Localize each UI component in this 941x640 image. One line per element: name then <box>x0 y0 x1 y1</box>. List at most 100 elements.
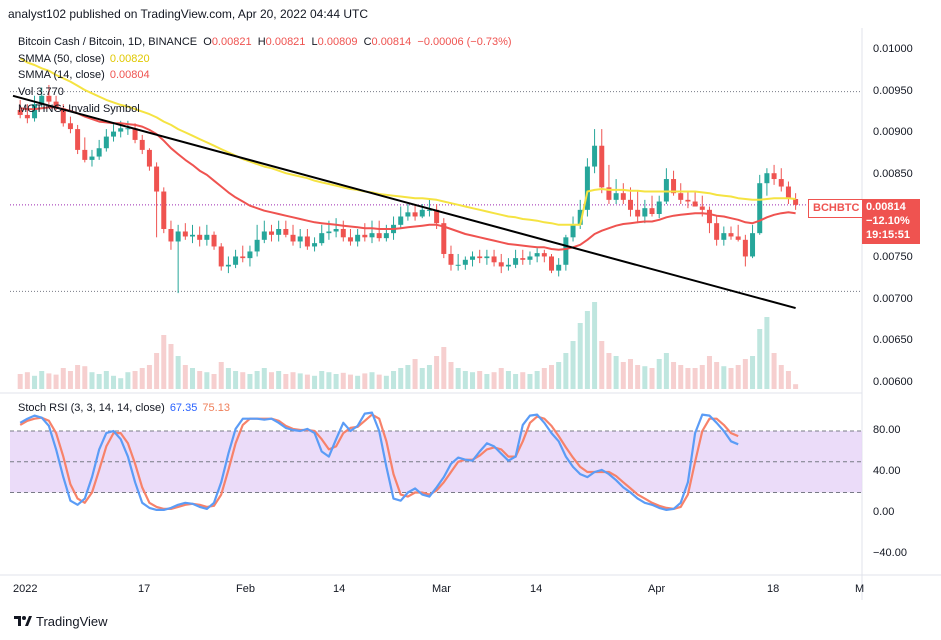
volume-bar <box>24 372 30 389</box>
candle-body <box>118 128 124 132</box>
volume-bar <box>290 372 296 389</box>
volume-bar <box>714 362 720 389</box>
candle-body <box>225 264 231 267</box>
candle-body <box>706 209 712 224</box>
candle-body <box>383 233 389 239</box>
stoch-k-value: 67.35 <box>169 402 198 414</box>
volume-bar <box>448 362 454 389</box>
candle-body <box>89 156 95 160</box>
candle-body <box>721 233 727 240</box>
date-axis-tick: Feb <box>236 583 255 595</box>
date-axis-tick: 2022 <box>13 583 38 595</box>
volume-bar <box>139 368 145 389</box>
smma50-legend: SMMA (50, close) 0.00820 <box>18 53 150 65</box>
candle-body <box>139 139 145 150</box>
candle-body <box>750 233 756 257</box>
volume-bar <box>146 365 152 389</box>
candle-body <box>778 179 784 187</box>
vol-legend: Vol 3.770 <box>18 86 64 98</box>
volume-bar <box>154 353 160 389</box>
price-axis-tick: 0.01000 <box>873 43 913 55</box>
smma14-line <box>20 106 796 251</box>
volume-bar <box>96 374 102 389</box>
volume-bar <box>111 375 117 389</box>
volume-bar <box>642 366 648 389</box>
volume-bar <box>764 317 770 389</box>
candle-body <box>161 191 167 229</box>
candle-body <box>470 256 476 260</box>
date-axis-tick: Mar <box>432 583 451 595</box>
candle-body <box>735 236 741 240</box>
candle-body <box>53 101 59 109</box>
stoch-d-line <box>19 413 739 510</box>
candle-body <box>584 166 590 210</box>
close-label: C <box>363 36 372 48</box>
candle-body <box>592 145 598 167</box>
candle-body <box>369 233 375 238</box>
smma50-value: 0.00820 <box>109 53 150 65</box>
footer-brand[interactable]: TradingView <box>14 614 108 629</box>
candle-body <box>549 256 554 271</box>
date-axis-tick: Apr <box>648 583 666 595</box>
volume-bar <box>197 371 203 389</box>
volume-bar <box>742 359 748 389</box>
volume-bar <box>419 368 425 389</box>
price-axis-tick: 0.00650 <box>873 334 913 347</box>
volume-bar <box>527 374 533 389</box>
volume-bar <box>32 375 38 389</box>
volume-bar <box>728 368 734 389</box>
candle-body <box>290 234 296 242</box>
price-axis-tick: 0.00600 <box>873 376 913 388</box>
candle-body <box>24 114 30 119</box>
volume-bar <box>283 374 289 389</box>
volume-bar <box>297 373 303 389</box>
price-axis-tick: 0.00850 <box>873 167 913 180</box>
open-value: 0.00821 <box>211 36 252 48</box>
candle-body <box>491 256 497 263</box>
volume-bar <box>67 371 73 389</box>
candle-body <box>297 236 303 242</box>
candle-body <box>785 186 791 200</box>
volume-bar <box>757 329 763 389</box>
volume-bar <box>556 362 562 389</box>
candle-body <box>190 234 195 237</box>
high-value: 0.00821 <box>265 36 306 48</box>
candle-body <box>685 199 691 202</box>
candle-body <box>304 236 310 247</box>
volume-bar <box>218 362 224 389</box>
candle-body <box>261 231 267 240</box>
volume-bar <box>75 365 81 389</box>
candle-body <box>642 208 648 217</box>
volume-bar <box>534 371 540 389</box>
volume-bar <box>498 368 504 389</box>
date-axis-tick: 14 <box>333 583 346 595</box>
candle-body <box>204 234 210 240</box>
smma50-line <box>19 57 796 226</box>
volume-bar <box>276 371 282 389</box>
volume-bar <box>46 373 52 389</box>
candle-body <box>82 149 88 160</box>
candle-body <box>793 199 799 205</box>
candle-body <box>541 253 547 257</box>
candle-body <box>268 231 274 235</box>
candle-body <box>60 108 66 124</box>
volume-bar <box>125 372 131 389</box>
volume-bar <box>455 368 461 389</box>
candle-body <box>175 231 181 242</box>
candle-body <box>434 209 440 224</box>
candle-body <box>714 223 720 240</box>
ticker-badge: BCHBTC <box>808 199 865 218</box>
candle-body <box>771 173 777 180</box>
candle-body <box>283 228 289 235</box>
stoch-axis-tick: 80.00 <box>873 424 901 436</box>
volume-bar <box>549 365 554 389</box>
stoch-k-line <box>19 411 739 511</box>
candle-body <box>319 233 325 244</box>
stoch-axis-tick: 0.00 <box>873 506 895 518</box>
candle-body <box>764 173 770 184</box>
candle-body <box>405 212 411 217</box>
date-axis-tick: M <box>855 583 865 595</box>
candle-body <box>347 237 353 242</box>
volume-bar <box>304 374 310 389</box>
